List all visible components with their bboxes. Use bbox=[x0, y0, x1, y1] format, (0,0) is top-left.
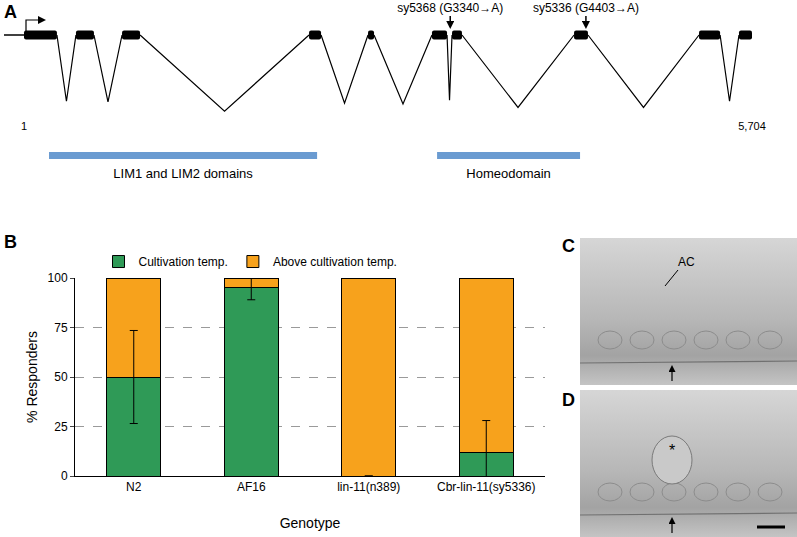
svg-text:Genotype: Genotype bbox=[280, 515, 341, 531]
svg-text:25: 25 bbox=[54, 420, 68, 434]
svg-text:75: 75 bbox=[54, 321, 68, 335]
html-text:B: B bbox=[4, 232, 17, 252]
svg-text:sy5368 (G3340→A): sy5368 (G3340→A) bbox=[397, 1, 503, 15]
svg-text:50: 50 bbox=[54, 370, 68, 384]
svg-text:AC: AC bbox=[678, 255, 695, 269]
html-text:D: D bbox=[562, 390, 575, 410]
svg-text:0: 0 bbox=[61, 469, 68, 483]
svg-text:100: 100 bbox=[48, 271, 68, 285]
svg-text:sy5336 (G4403→A): sy5336 (G4403→A) bbox=[533, 1, 639, 15]
svg-text:Cbr-lin-11(sy5336): Cbr-lin-11(sy5336) bbox=[437, 480, 535, 494]
svg-text:Cultivation temp.: Cultivation temp. bbox=[139, 255, 228, 269]
html-text:C: C bbox=[562, 236, 575, 256]
svg-text:% Responders: % Responders bbox=[24, 331, 40, 423]
svg-text:lin-11(n389): lin-11(n389) bbox=[337, 480, 400, 494]
svg-text:N2: N2 bbox=[126, 480, 142, 494]
svg-text:Homeodomain: Homeodomain bbox=[466, 166, 551, 181]
svg-text:LIM1 and LIM2 domains: LIM1 and LIM2 domains bbox=[113, 166, 253, 181]
svg-text:5,704: 5,704 bbox=[738, 120, 766, 132]
svg-text:Above cultivation temp.: Above cultivation temp. bbox=[273, 255, 397, 269]
svg-text:*: * bbox=[669, 442, 675, 459]
html-text:A: A bbox=[4, 2, 17, 22]
svg-text:AF16: AF16 bbox=[237, 480, 266, 494]
svg-text:1: 1 bbox=[21, 120, 27, 132]
